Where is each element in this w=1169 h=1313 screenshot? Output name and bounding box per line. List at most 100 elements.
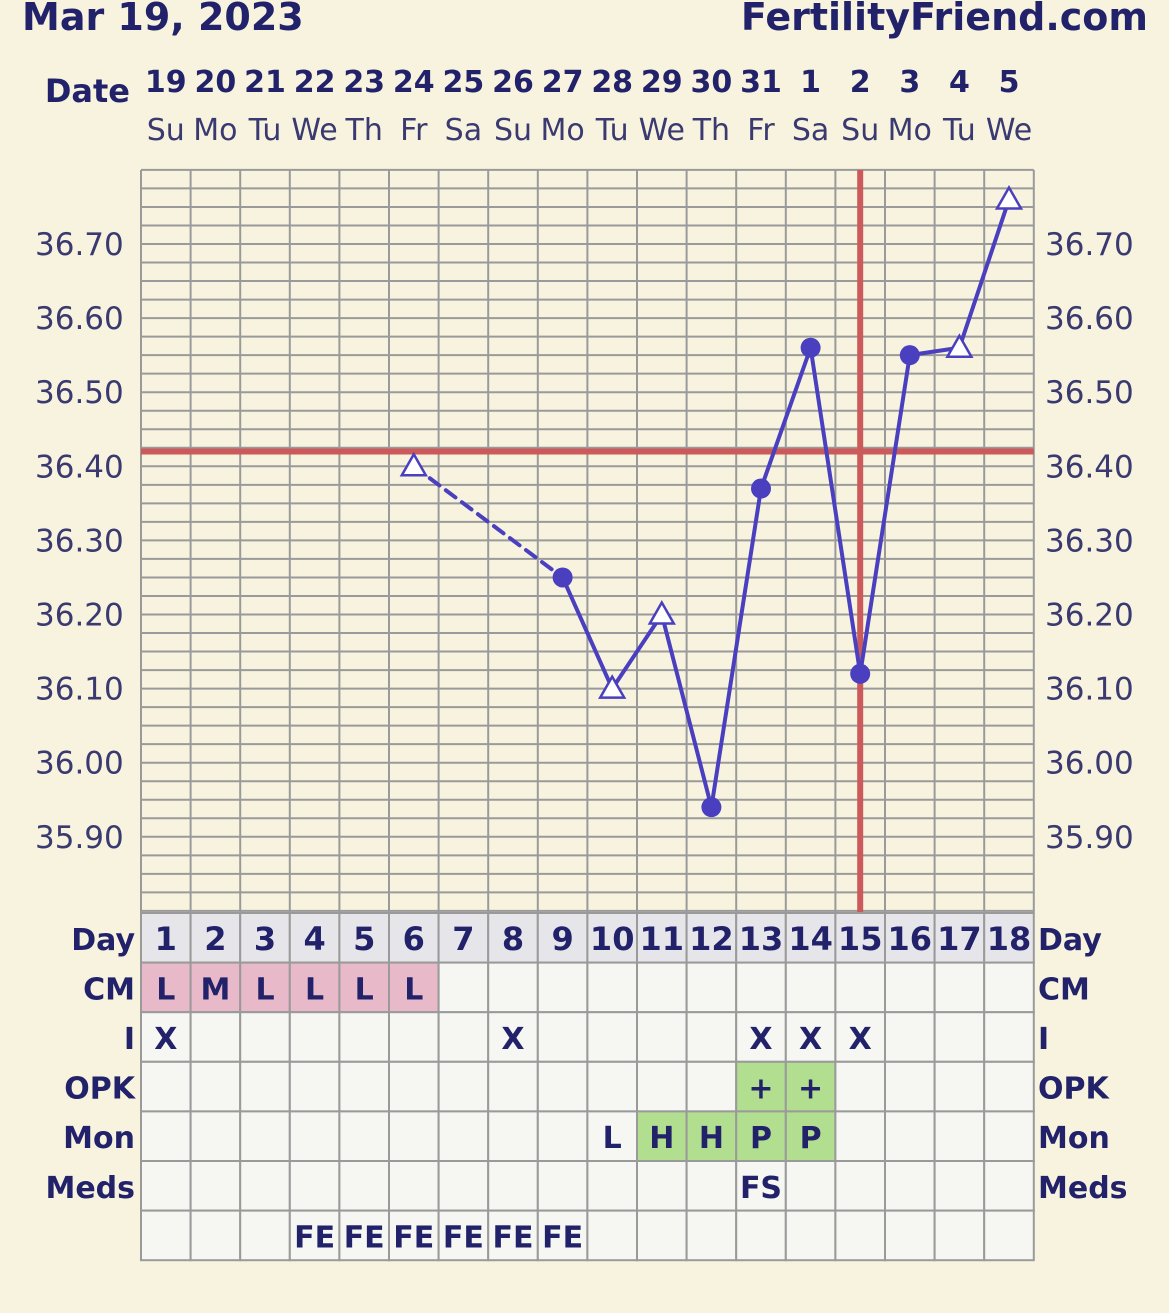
table-cell <box>834 1209 887 1262</box>
y-tick-label-left: 36.70 <box>35 227 124 263</box>
date-tick-label: 30 <box>691 65 733 100</box>
table-cell <box>437 1060 490 1113</box>
table-cell <box>784 1060 837 1113</box>
table-cell <box>884 1160 936 1212</box>
y-tick-label-right: 36.00 <box>1045 746 1134 782</box>
weekday-tick-label: We <box>639 113 685 148</box>
table-cell <box>735 961 787 1014</box>
date-tick-label: 20 <box>195 65 237 100</box>
weekday-tick-label: Sa <box>792 113 829 148</box>
table-row-label-left: Day <box>71 923 135 958</box>
table-cell <box>685 961 738 1014</box>
table-cell-value: + <box>798 1072 823 1107</box>
table-cell <box>536 1060 589 1113</box>
table-cell <box>983 1060 1035 1113</box>
date-tick-label: 24 <box>393 65 435 100</box>
table-cell <box>536 1209 589 1262</box>
table-cell <box>288 1060 341 1113</box>
date-tick-label: 25 <box>443 65 485 100</box>
table-cell <box>784 961 837 1014</box>
table-cell <box>636 912 688 964</box>
table-cell <box>239 1011 291 1063</box>
y-tick-label-left: 36.30 <box>35 523 124 559</box>
table-cell <box>636 1060 688 1113</box>
weekday-tick-label: Th <box>345 113 383 148</box>
table-cell <box>983 1209 1035 1262</box>
table-cell <box>140 1160 192 1212</box>
table-cell <box>189 912 242 964</box>
table-cell <box>437 1110 490 1163</box>
table-cell <box>933 1060 986 1113</box>
day-number-label: 4 <box>303 920 325 958</box>
y-tick-label-right: 36.50 <box>1045 375 1134 411</box>
weekday-tick-label: Tu <box>595 113 629 148</box>
table-cell <box>239 1110 291 1163</box>
date-tick-label: 23 <box>343 65 385 100</box>
table-cell <box>884 1060 936 1113</box>
day-number-label: 5 <box>353 920 375 958</box>
table-cell <box>834 961 887 1014</box>
date-row-label: Date <box>45 72 130 110</box>
temperature-segment <box>411 464 565 580</box>
table-cell <box>437 912 490 964</box>
table-cell-value: FE <box>542 1220 583 1255</box>
temperature-point <box>701 797 722 818</box>
date-tick-label: 3 <box>899 65 920 100</box>
table-cell <box>735 1160 787 1212</box>
temperature-point-open <box>399 451 428 477</box>
day-number-label: 10 <box>590 920 635 958</box>
table-cell <box>735 1011 787 1063</box>
table-cell <box>636 1209 688 1262</box>
y-tick-label-left: 36.10 <box>35 672 124 708</box>
table-cell <box>983 961 1035 1014</box>
weekday-tick-label: Tu <box>942 113 976 148</box>
day-number-label: 7 <box>452 920 474 958</box>
table-cell <box>487 1110 539 1163</box>
y-tick-label-right: 36.70 <box>1045 227 1134 263</box>
weekday-tick-label: Su <box>147 113 185 148</box>
table-cell <box>189 961 242 1014</box>
table-row-label-left: I <box>124 1022 135 1057</box>
table-cell-value: M <box>200 972 230 1007</box>
table-cell <box>437 1209 490 1262</box>
table-cell <box>140 1209 192 1262</box>
day-number-label: 16 <box>888 920 933 958</box>
table-cell <box>784 1011 837 1063</box>
temperature-segment <box>560 575 615 691</box>
table-cell <box>437 1011 490 1063</box>
table-cell-value: L <box>305 972 324 1007</box>
date-tick-label: 19 <box>145 65 187 100</box>
y-tick-label-left: 36.50 <box>35 375 124 411</box>
temperature-segment <box>610 612 664 691</box>
table-cell <box>884 1011 936 1063</box>
chart-date: Mar 19, 2023 <box>22 0 304 39</box>
table-cell <box>487 1011 539 1063</box>
temperature-point <box>751 478 771 499</box>
y-tick-label-left: 36.20 <box>35 598 124 634</box>
table-cell <box>288 1160 341 1212</box>
table-cell <box>834 1060 887 1113</box>
temperature-segment <box>659 612 714 810</box>
table-cell <box>487 1160 539 1212</box>
weekday-tick-label: We <box>986 113 1032 148</box>
table-cell <box>487 1209 539 1262</box>
table-cell <box>487 912 539 964</box>
axes: 19 20 21 22 23 24 25 26 27 28 29 30 31 1 2 3 4 5Su Mo Tu We T… <box>35 65 1134 856</box>
table-cell-value: FE <box>493 1220 534 1255</box>
temperature-segment <box>808 345 863 676</box>
table-cell <box>239 1160 291 1212</box>
day-number-label: 1 <box>155 920 177 958</box>
date-tick-label: 21 <box>244 65 286 100</box>
table-cell-value: FS <box>740 1171 782 1206</box>
date-tick-label: 2 <box>850 65 871 100</box>
table-cell-value: X <box>501 1022 524 1057</box>
date-tick-label: 4 <box>949 65 970 100</box>
date-tick-label: 29 <box>641 65 683 100</box>
table-cell <box>933 1160 986 1212</box>
table-cell-value: X <box>799 1022 822 1057</box>
table-cell <box>933 1110 986 1163</box>
date-tick-label: 31 <box>740 65 782 100</box>
table-cell <box>189 1209 242 1262</box>
temperature-segment <box>957 197 1011 350</box>
